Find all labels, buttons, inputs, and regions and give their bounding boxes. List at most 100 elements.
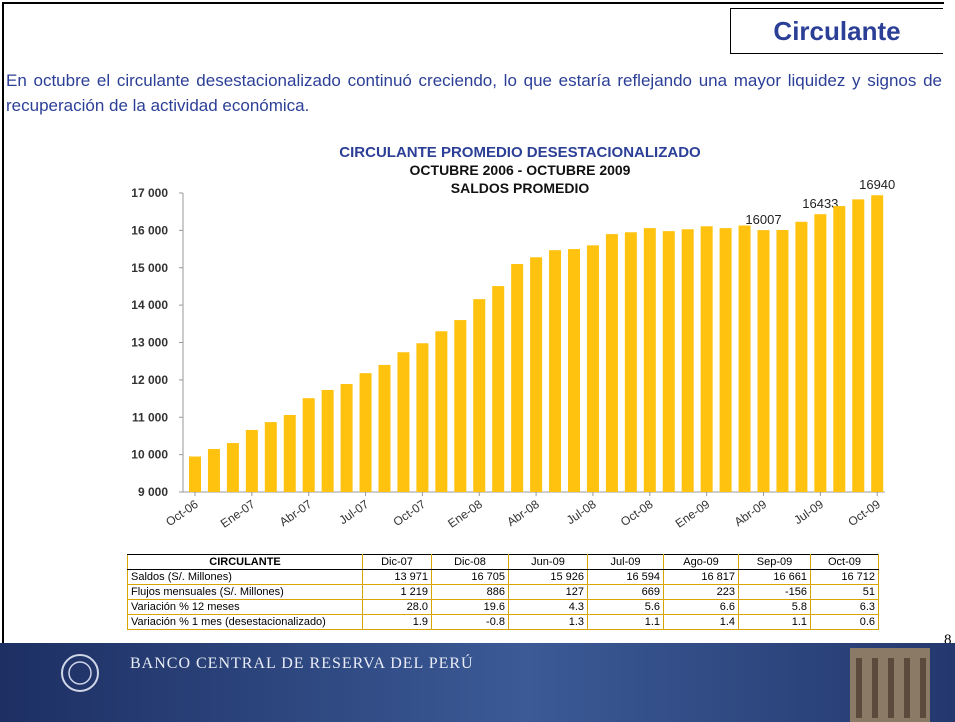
bar xyxy=(397,352,409,492)
institution-name: BANCO CENTRAL DE RESERVA DEL PERÚ xyxy=(130,655,474,673)
bar xyxy=(473,299,485,492)
table-cell: Saldos (S/. Millones) xyxy=(128,570,363,585)
y-tick-label: 16 000 xyxy=(131,223,168,237)
x-tick-label: Ene-07 xyxy=(218,497,258,531)
table-cell: -0.8 xyxy=(432,615,509,630)
y-tick-label: 13 000 xyxy=(131,336,168,350)
table-cell: 28.0 xyxy=(363,600,432,615)
x-tick-label: Abr-09 xyxy=(732,497,770,529)
bar xyxy=(360,373,372,492)
x-tick-label: Ene-09 xyxy=(673,497,713,531)
table-cell: 6.6 xyxy=(664,600,739,615)
table-cell: 16 661 xyxy=(739,570,811,585)
bar xyxy=(776,230,788,492)
table-row: Variación % 1 mes (desestacionalizado)1.… xyxy=(128,615,879,630)
bar xyxy=(852,199,864,492)
bar xyxy=(454,320,466,492)
chart-title: CIRCULANTE PROMEDIO DESESTACIONALIZADO xyxy=(339,144,701,161)
bar xyxy=(284,415,296,492)
bar xyxy=(833,206,845,492)
bar xyxy=(416,343,428,492)
table-cell: Ago-09 xyxy=(664,555,739,570)
chart-subtitle: SALDOS PROMEDIO xyxy=(451,180,590,196)
bar xyxy=(871,195,883,492)
table-cell: Dic-07 xyxy=(363,555,432,570)
chart-subtitle: OCTUBRE 2006 - OCTUBRE 2009 xyxy=(410,162,631,178)
x-tick-label: Ene-08 xyxy=(445,497,485,531)
x-tick-label: Jul-09 xyxy=(791,497,826,527)
bar xyxy=(322,390,334,492)
bar xyxy=(568,249,580,492)
table-cell: 1.9 xyxy=(363,615,432,630)
bar xyxy=(492,286,504,492)
table-cell: 4.3 xyxy=(509,600,588,615)
bar xyxy=(208,449,220,492)
x-tick-label: Oct-09 xyxy=(845,497,883,529)
bar xyxy=(701,226,713,492)
table-cell: 1.3 xyxy=(509,615,588,630)
table-cell: 15 926 xyxy=(509,570,588,585)
table-cell: Flujos mensuales (S/. Millones) xyxy=(128,585,363,600)
y-tick-label: 10 000 xyxy=(131,448,168,462)
table-cell: 16 705 xyxy=(432,570,509,585)
building-image xyxy=(850,643,930,722)
table-cell: 5.8 xyxy=(739,600,811,615)
bar xyxy=(625,232,637,492)
table-cell: 16 712 xyxy=(811,570,879,585)
table-cell: 16 594 xyxy=(588,570,664,585)
table-cell: 1.4 xyxy=(664,615,739,630)
table-cell: 1.1 xyxy=(588,615,664,630)
table-cell: 5.6 xyxy=(588,600,664,615)
bar xyxy=(379,365,391,492)
table-cell: 1 219 xyxy=(363,585,432,600)
bar xyxy=(663,231,675,492)
bar xyxy=(246,430,258,492)
table-cell: Oct-09 xyxy=(811,555,879,570)
bar xyxy=(530,257,542,492)
table-cell: 1.1 xyxy=(739,615,811,630)
table-cell: 13 971 xyxy=(363,570,432,585)
bar xyxy=(549,250,561,492)
bar xyxy=(227,443,239,492)
table-cell: 16 817 xyxy=(664,570,739,585)
bar xyxy=(682,229,694,492)
x-tick-label: Oct-07 xyxy=(391,497,429,529)
table-cell: 51 xyxy=(811,585,879,600)
logo xyxy=(58,651,118,711)
table-cell: Variación % 1 mes (desestacionalizado) xyxy=(128,615,363,630)
table-cell: Jun-09 xyxy=(509,555,588,570)
table-cell: Sep-09 xyxy=(739,555,811,570)
slide: Circulante En octubre el circulante dese… xyxy=(0,0,955,722)
data-label: 16007 xyxy=(745,212,781,227)
x-tick-label: Jul-08 xyxy=(564,497,599,527)
x-tick-label: Oct-06 xyxy=(163,497,201,529)
bar xyxy=(341,384,353,492)
bar xyxy=(511,264,523,492)
y-tick-label: 15 000 xyxy=(131,261,168,275)
bar xyxy=(587,245,599,492)
bar xyxy=(606,234,618,492)
bar xyxy=(644,228,656,492)
bar xyxy=(758,230,770,492)
bar xyxy=(720,228,732,492)
y-tick-label: 14 000 xyxy=(131,298,168,312)
x-tick-label: Jul-07 xyxy=(336,497,371,527)
table-cell: 6.3 xyxy=(811,600,879,615)
y-tick-label: 12 000 xyxy=(131,373,168,387)
bar xyxy=(435,331,447,492)
table-cell: -156 xyxy=(739,585,811,600)
table-cell: Jul-09 xyxy=(588,555,664,570)
table-cell: 19.6 xyxy=(432,600,509,615)
table-cell: 127 xyxy=(509,585,588,600)
x-tick-label: Abr-07 xyxy=(277,497,315,529)
y-tick-label: 17 000 xyxy=(131,186,168,200)
table-cell: CIRCULANTE xyxy=(128,555,363,570)
table-cell: 669 xyxy=(588,585,664,600)
y-tick-label: 9 000 xyxy=(138,485,168,499)
table-cell: Dic-08 xyxy=(432,555,509,570)
bar xyxy=(265,422,277,492)
bar xyxy=(303,398,315,492)
